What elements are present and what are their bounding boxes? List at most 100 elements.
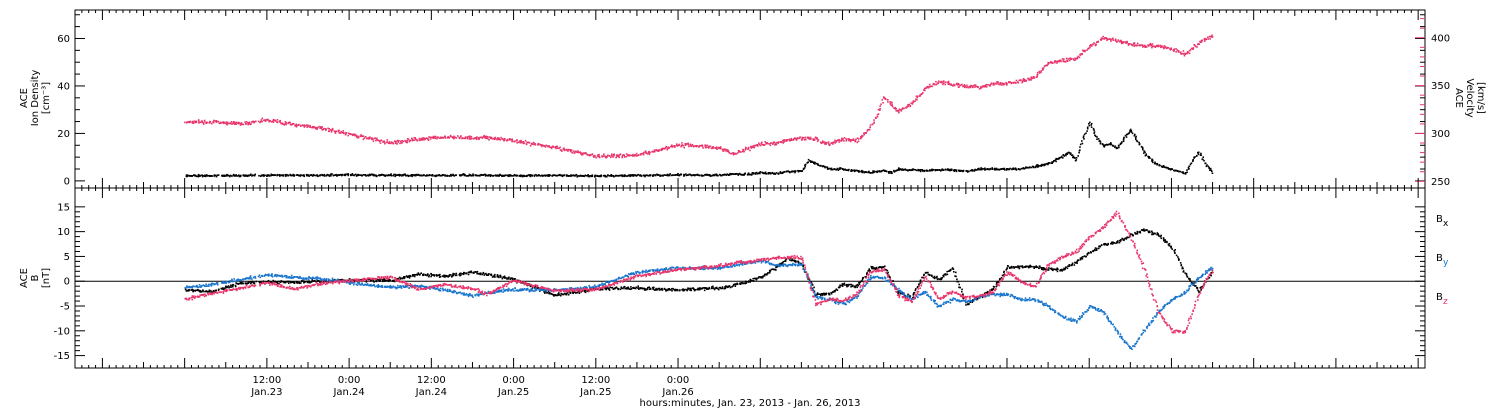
data-point	[1197, 289, 1199, 292]
data-point	[339, 132, 342, 134]
top-panel-frame	[74, 9, 1426, 189]
data-point	[446, 175, 448, 177]
data-point	[824, 143, 826, 145]
data-point	[548, 174, 551, 176]
data-point	[737, 174, 740, 176]
data-point	[570, 149, 573, 151]
data-point	[345, 281, 348, 284]
data-point	[403, 173, 405, 176]
data-point	[752, 145, 754, 148]
data-point	[436, 136, 438, 139]
data-point	[1037, 164, 1039, 166]
data-point	[882, 266, 885, 268]
data-point	[591, 153, 594, 155]
data-point	[1084, 255, 1086, 258]
data-point	[1173, 48, 1175, 50]
data-point	[834, 142, 836, 144]
data-point	[260, 120, 262, 123]
data-point	[450, 173, 452, 176]
data-point	[860, 136, 862, 138]
data-point	[643, 151, 645, 154]
data-point	[1158, 45, 1160, 48]
data-point	[899, 292, 902, 295]
data-point	[315, 276, 318, 278]
data-point	[397, 174, 399, 176]
data-point	[1135, 138, 1137, 141]
data-point	[725, 285, 728, 288]
data-point	[1130, 131, 1133, 133]
data-point	[1204, 280, 1206, 282]
data-point	[326, 280, 329, 283]
data-point	[397, 141, 399, 143]
data-point	[1114, 146, 1116, 149]
data-point	[651, 286, 654, 289]
data-point	[1093, 42, 1095, 44]
data-point	[378, 285, 381, 287]
data-point	[849, 283, 851, 286]
data-point	[502, 138, 505, 141]
data-point	[991, 167, 993, 169]
data-point	[199, 175, 202, 177]
data-point	[442, 174, 444, 176]
data-point	[309, 277, 312, 279]
data-point	[275, 281, 278, 283]
data-point	[735, 172, 738, 175]
data-point	[869, 126, 871, 129]
data-point	[758, 142, 760, 145]
data-point	[1148, 230, 1151, 233]
data-point	[554, 174, 556, 177]
data-point	[942, 275, 945, 278]
data-point	[627, 287, 630, 290]
data-point	[955, 169, 958, 171]
data-point	[1119, 40, 1121, 43]
data-point	[246, 175, 248, 177]
data-point	[957, 86, 960, 88]
data-point	[1031, 265, 1033, 268]
data-point	[939, 278, 942, 281]
data-point	[627, 174, 629, 177]
data-point	[313, 277, 315, 279]
data-point	[249, 281, 251, 283]
data-point	[612, 175, 615, 177]
data-point	[742, 150, 744, 153]
data-point	[637, 154, 640, 156]
data-point	[494, 276, 496, 278]
data-point	[392, 280, 394, 282]
data-point	[1030, 166, 1033, 169]
data-point	[648, 286, 650, 288]
data-point	[576, 176, 579, 178]
data-point	[266, 174, 269, 176]
data-point	[1144, 151, 1146, 153]
data-point	[989, 167, 992, 170]
data-point	[601, 288, 604, 291]
data-point	[1181, 266, 1184, 269]
data-point	[1065, 154, 1067, 157]
data-point	[954, 275, 956, 277]
data-point	[549, 292, 552, 295]
data-point	[685, 173, 687, 175]
data-point	[242, 282, 245, 285]
data-point	[368, 173, 371, 176]
data-point	[870, 265, 873, 268]
data-point	[665, 147, 667, 149]
data-point	[825, 293, 827, 296]
data-point	[589, 175, 592, 177]
data-point	[201, 121, 203, 124]
data-point	[1153, 45, 1155, 47]
data-point	[458, 273, 460, 276]
data-point	[1147, 45, 1150, 47]
data-point	[272, 279, 274, 282]
data-point	[714, 173, 716, 176]
data-point	[969, 169, 972, 172]
data-point	[819, 165, 821, 167]
data-point	[1009, 167, 1011, 170]
data-point	[926, 271, 929, 274]
data-point	[310, 174, 313, 176]
data-point	[507, 139, 509, 141]
data-point	[500, 136, 502, 139]
data-point	[1061, 58, 1064, 60]
data-point	[1132, 234, 1134, 236]
data-point	[1057, 60, 1060, 62]
data-point	[830, 167, 833, 170]
data-point	[1184, 172, 1186, 175]
